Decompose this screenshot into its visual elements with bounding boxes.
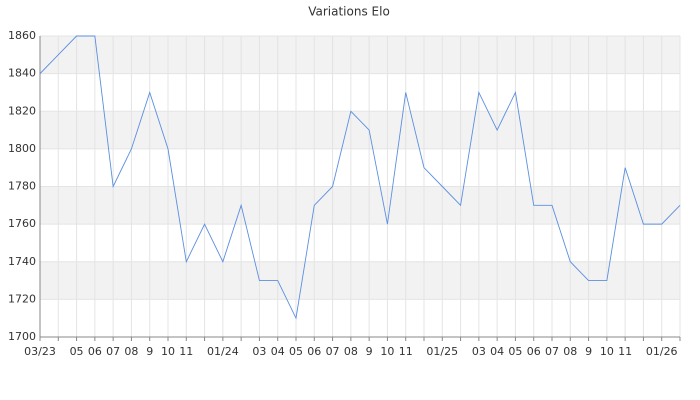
x-tick-label: 10 <box>380 345 394 358</box>
x-tick-label: 03/23 <box>24 345 56 358</box>
x-tick-label: 06 <box>527 345 541 358</box>
x-tick-label: 11 <box>618 345 632 358</box>
x-tick-label: 05 <box>70 345 84 358</box>
x-tick-label: 05 <box>508 345 522 358</box>
y-tick-label: 1820 <box>8 104 36 117</box>
y-tick-label: 1840 <box>8 67 36 80</box>
x-tick-label: 01/26 <box>646 345 678 358</box>
x-tick-label: 07 <box>326 345 340 358</box>
y-tick-label: 1720 <box>8 292 36 305</box>
grid-band <box>40 186 680 225</box>
x-tick-label: 03 <box>252 345 266 358</box>
grid-band <box>40 111 680 149</box>
y-tick-label: 1700 <box>8 330 36 343</box>
chart-title: Variations Elo <box>308 5 390 19</box>
x-tick-label: 07 <box>545 345 559 358</box>
x-tick-label: 04 <box>490 345 504 358</box>
grid-band <box>40 36 680 74</box>
x-tick-label: 01/24 <box>207 345 239 358</box>
x-tick-label: 06 <box>88 345 102 358</box>
x-tick-label: 9 <box>585 345 592 358</box>
x-tick-label: 08 <box>124 345 138 358</box>
y-tick-label: 1740 <box>8 255 36 268</box>
x-tick-label: 9 <box>146 345 153 358</box>
y-tick-label: 1860 <box>8 29 36 42</box>
grid-band <box>40 261 680 300</box>
x-tick-label: 01/25 <box>426 345 458 358</box>
x-tick-label: 05 <box>289 345 303 358</box>
x-tick-label: 08 <box>344 345 358 358</box>
y-tick-label: 1780 <box>8 180 36 193</box>
x-tick-label: 11 <box>179 345 193 358</box>
x-tick-label: 06 <box>307 345 321 358</box>
x-tick-label: 07 <box>106 345 120 358</box>
x-tick-label: 10 <box>161 345 175 358</box>
line-series <box>39 35 681 320</box>
x-tick-label: 04 <box>271 345 285 358</box>
x-tick-label: 9 <box>366 345 373 358</box>
y-tick-label: 1800 <box>8 142 36 155</box>
x-tick-label: 08 <box>563 345 577 358</box>
x-tick-label: 10 <box>600 345 614 358</box>
x-tick-label: 03 <box>472 345 486 358</box>
y-tick-label: 1760 <box>8 217 36 230</box>
x-tick-label: 11 <box>399 345 413 358</box>
